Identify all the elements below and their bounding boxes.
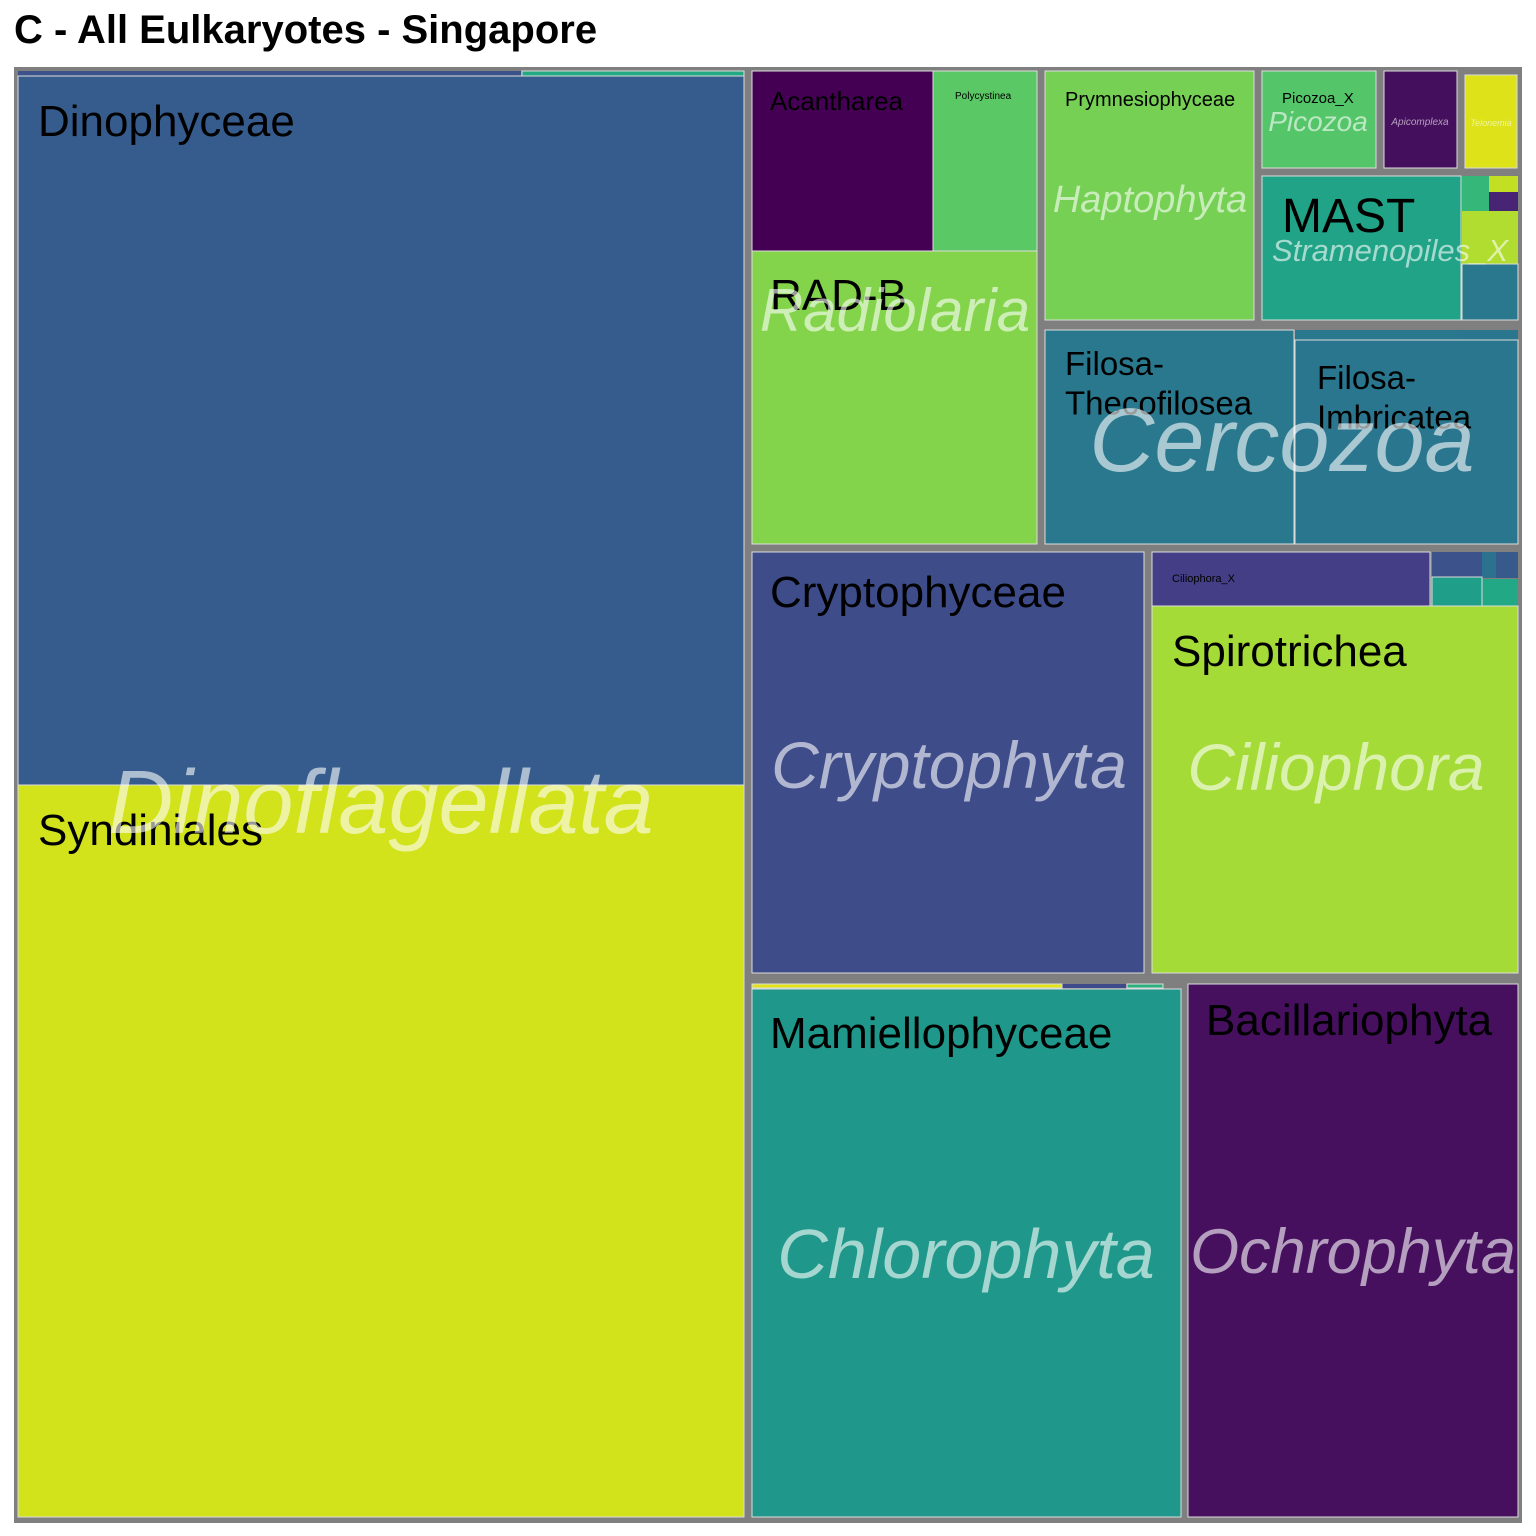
treemap-cell-filosa-thecofilosea [1044, 329, 1295, 545]
phylum-label-cryptophyta: Cryptophyta [771, 728, 1127, 802]
treemap-cell-mamiellophyceae [751, 988, 1182, 1518]
phylum-label-haptophyta: Haptophyta [1053, 179, 1247, 221]
class-label-mast: MAST [1282, 190, 1415, 243]
phylum-label-picozoa: Picozoa [1268, 106, 1368, 137]
phylum-label-chlorophyta: Chlorophyta [777, 1215, 1154, 1293]
treemap-cell-syndiniales [17, 784, 745, 1518]
treemap-cell-polycystinea [932, 70, 1038, 252]
treemap-cell-chlorophyta-other [1126, 983, 1164, 989]
treemap-cell-bacillariophyta [1187, 983, 1519, 1518]
class-label-spirotrichea: Spirotrichea [1172, 627, 1407, 676]
treemap-cell-cryptophyceae [751, 551, 1145, 974]
treemap-cell-mast [1261, 175, 1462, 321]
chart-title: C - All Eulkaryotes - Singapore [14, 8, 598, 52]
class-label-cryptophyceae: Cryptophyceae [770, 568, 1066, 617]
class-label-acantharea: Acantharea [770, 86, 904, 116]
treemap-cell-ciliophora-other [1431, 576, 1483, 607]
treemap-cell-telonemia-other [1464, 74, 1518, 169]
class-label-filosa-imbricatea: Filosa-Imbricatea [1317, 359, 1472, 436]
class-label-filosa-thecofilosea: Filosa-Thecofilosea [1065, 345, 1253, 422]
treemap-cell-dinophyceae [17, 75, 745, 786]
treemap-cell-filosa-imbricatea [1294, 339, 1519, 545]
treemap-cell-rad-b [751, 250, 1038, 545]
treemap-cell-detail [1482, 552, 1496, 578]
treemap-cell-chlorophyta-other [751, 983, 1063, 989]
class-label-polycystinea: Polycystinea [955, 91, 1012, 102]
treemap-cell-dinoflagellata-other [521, 70, 745, 77]
treemap-cell-detail [1489, 176, 1518, 192]
phylum-label-ochrophyta: Ochrophyta [1190, 1217, 1516, 1287]
treemap-cell-ciliophora-x [1151, 551, 1431, 607]
treemap-cell-apicomplexa-other [1383, 70, 1458, 169]
treemap-cell-detail [1482, 579, 1518, 606]
treemap-cell-picozoa-x [1261, 70, 1377, 169]
phylum-label-stramenopiles-x: Stramenopiles_X [1272, 233, 1509, 268]
treemap-cell-detail [1432, 552, 1482, 577]
treemap-cell-detail [1489, 192, 1518, 211]
phylum-label-dinoflagellata: Dinoflagellata [108, 753, 653, 853]
treemap-cell-detail [1062, 984, 1126, 988]
phylum-label-radiolaria: Radiolaria [760, 277, 1030, 344]
phylum-label-ciliophora: Ciliophora [1187, 730, 1484, 804]
class-label-picozoa-x: Picozoa_X [1282, 90, 1354, 107]
phylum-label-telonemia: Telonemia [1470, 118, 1511, 128]
treemap-cell-acantharea [751, 70, 934, 252]
treemap-cell-detail [1462, 330, 1518, 340]
treemap-cell-detail [1462, 176, 1489, 211]
treemap-cell-detail [1462, 211, 1518, 264]
class-label-mamiellophyceae: Mamiellophyceae [770, 1009, 1112, 1058]
class-label-ciliophora-x: Ciliophora_X [1172, 573, 1236, 585]
treemap-cell-detail [18, 71, 521, 76]
class-label-rad-b: RAD-B [770, 271, 907, 320]
treemap-cell-prymnesiophyceae [1044, 70, 1255, 321]
phylum-label-apicomplexa: Apicomplexa [1390, 117, 1449, 128]
treemap-cell-spirotrichea [1151, 605, 1519, 974]
class-label-prymnesiophyceae: Prymnesiophyceae [1065, 89, 1235, 111]
treemap-cell-stramenopiles-x-other [1461, 263, 1519, 321]
treemap-cell-detail [1295, 330, 1462, 340]
phylum-label-cercozoa: Cercozoa [1089, 391, 1474, 491]
class-label-bacillariophyta: Bacillariophyta [1206, 996, 1493, 1045]
class-label-dinophyceae: Dinophyceae [38, 97, 295, 146]
treemap-cell-detail [1496, 552, 1518, 578]
class-label-syndiniales: Syndiniales [38, 806, 263, 855]
